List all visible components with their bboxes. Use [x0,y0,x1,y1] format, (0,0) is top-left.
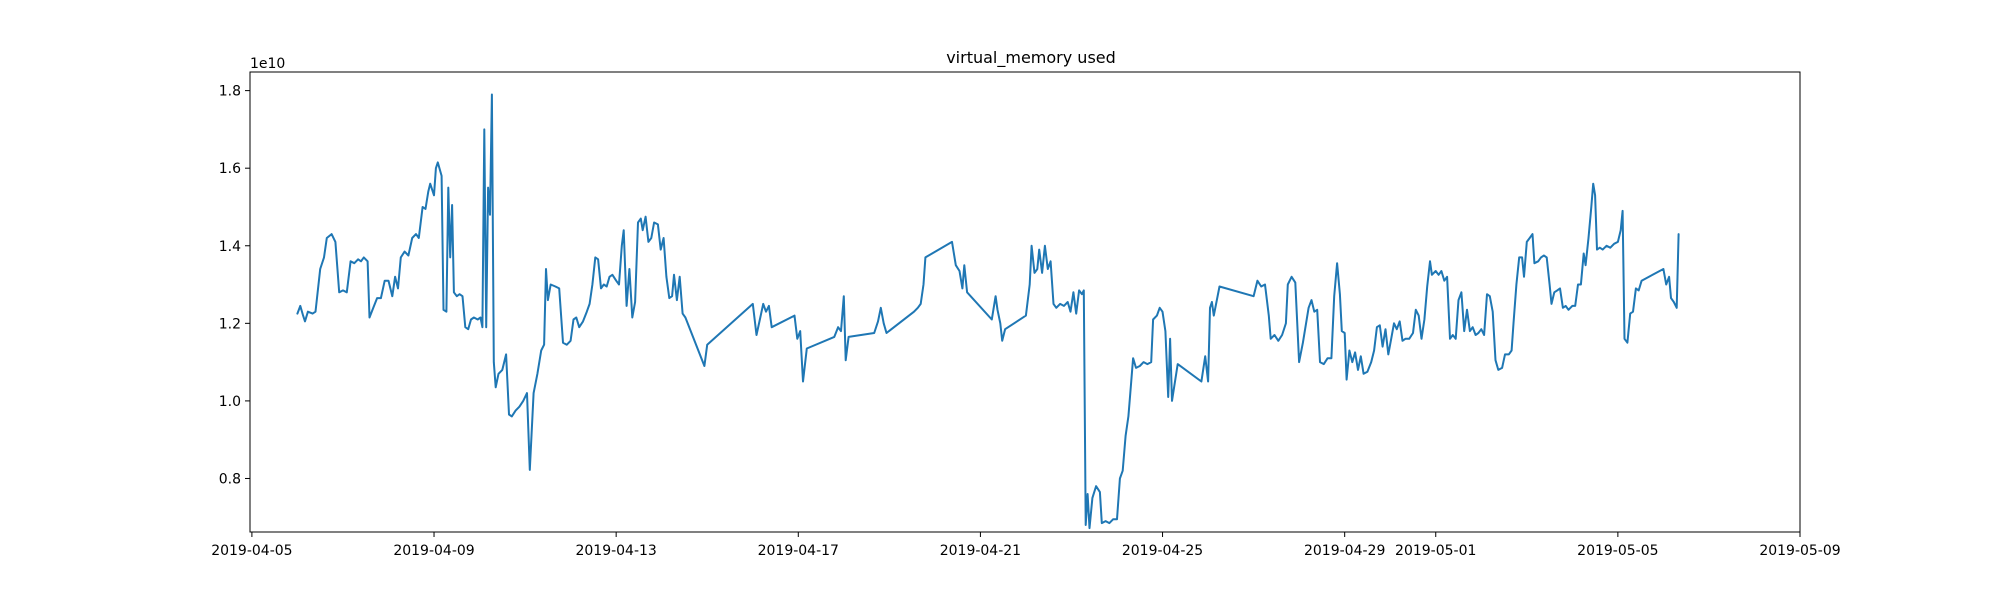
x-tick-label: 2019-04-21 [940,543,1021,559]
x-tick-label: 2019-05-05 [1577,543,1658,559]
y-tick-label: 0.8 [219,471,241,487]
x-tick-label: 2019-05-09 [1759,543,1840,559]
series-line [296,93,1680,530]
x-axis: 2019-04-05 2019-04-09 2019-04-13 2019-04-17… [211,532,1841,559]
x-tick-label: 2019-04-05 [211,543,292,559]
y-axis: 0.8 1.0 1.2 1.4 1.6 1.8 [219,84,250,487]
y-tick-label: 1.4 [219,239,241,255]
y-tick-label: 1.6 [219,161,241,177]
y-tick-label: 1.0 [219,394,241,410]
y-offset-label: 1e10 [250,56,285,72]
x-tick-label: 2019-04-25 [1122,543,1203,559]
chart-title: virtual_memory used [946,48,1116,68]
x-tick-label: 2019-04-17 [758,543,839,559]
y-tick-label: 1.2 [219,316,241,332]
y-tick-label: 1.8 [219,84,241,100]
x-tick-label: 2019-04-09 [393,543,474,559]
plot-area-frame [249,71,1801,533]
x-tick-label: 2019-05-01 [1395,543,1476,559]
x-tick-label: 2019-04-29 [1304,543,1385,559]
x-tick-label: 2019-04-13 [575,543,656,559]
